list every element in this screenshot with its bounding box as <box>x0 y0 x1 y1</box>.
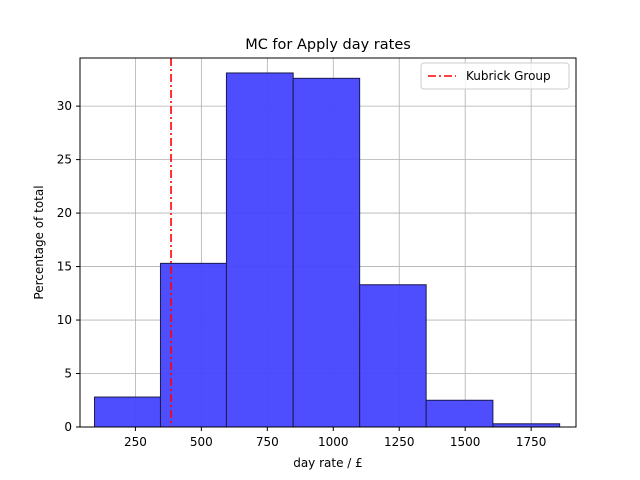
y-tick-label: 0 <box>64 420 72 434</box>
y-axis-ticks: 0 5 10 15 20 25 30 <box>57 99 80 434</box>
x-axis-ticks: 250 500 750 1000 1250 1500 1750 <box>124 427 546 449</box>
plot-area-frame <box>79 57 577 428</box>
x-tick-label: 500 <box>190 435 213 449</box>
x-axis-label: day rate / £ <box>293 456 363 470</box>
y-tick-label: 20 <box>57 206 72 220</box>
histogram-bar <box>94 396 161 428</box>
x-tick-label: 1750 <box>516 435 547 449</box>
histogram-bar <box>225 72 294 428</box>
y-tick-label: 25 <box>57 153 72 167</box>
y-tick-label: 15 <box>57 260 72 274</box>
chart-title: MC for Apply day rates <box>245 37 411 53</box>
y-tick-label: 5 <box>64 367 72 381</box>
y-tick-label: 30 <box>57 99 72 113</box>
x-tick-label: 250 <box>124 435 147 449</box>
y-tick-label: 10 <box>57 313 72 327</box>
x-tick-label: 1000 <box>318 435 349 449</box>
x-tick-label: 750 <box>256 435 279 449</box>
legend-box <box>420 62 570 90</box>
histogram-bar <box>292 77 361 428</box>
histogram-bar <box>425 399 494 428</box>
histogram-bar <box>359 284 427 428</box>
legend: Kubrick Group <box>420 62 570 90</box>
x-tick-label: 1500 <box>450 435 481 449</box>
legend-label: Kubrick Group <box>466 69 551 83</box>
y-axis-label: Percentage of total <box>32 185 46 299</box>
x-tick-label: 1250 <box>384 435 415 449</box>
bars-layer <box>94 72 561 428</box>
